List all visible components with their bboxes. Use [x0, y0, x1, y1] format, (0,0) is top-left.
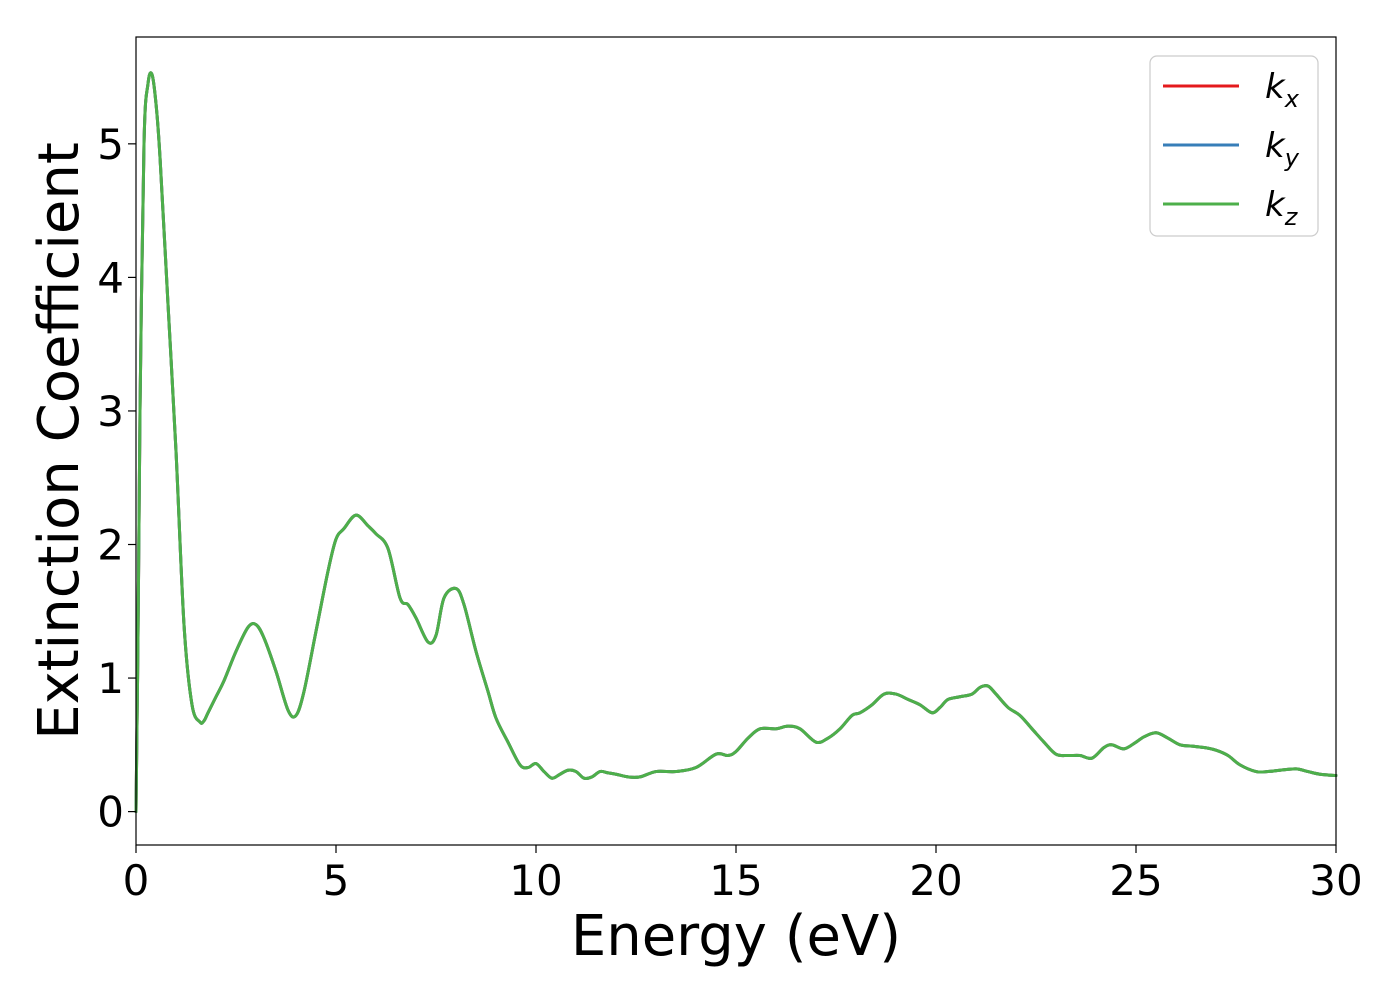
x-tick-label: 20	[909, 856, 962, 905]
y-axis-title: Extinction Coefficient	[27, 142, 92, 740]
series-line-kz	[134, 71, 1338, 814]
x-tick-label: 25	[1109, 856, 1162, 905]
x-axis-ticks: 0 5 10 15 20 25 30	[123, 845, 1363, 905]
y-tick-label: 5	[97, 120, 124, 169]
x-axis-title: Energy (eV)	[571, 904, 901, 969]
plot-lines	[134, 71, 1338, 814]
x-tick-label: 5	[323, 856, 350, 905]
x-tick-label: 10	[509, 856, 562, 905]
y-tick-label: 4	[97, 253, 124, 302]
plot-frame	[135, 36, 1337, 846]
x-tick-label: 0	[123, 856, 150, 905]
y-tick-label: 0	[97, 788, 124, 837]
y-tick-label: 1	[97, 654, 124, 703]
x-tick-label: 15	[709, 856, 762, 905]
y-tick-label: 3	[97, 387, 124, 436]
y-tick-label: 2	[97, 521, 124, 570]
y-axis-ticks: 0 1 2 3 4 5	[97, 120, 136, 837]
x-tick-label: 30	[1309, 856, 1362, 905]
